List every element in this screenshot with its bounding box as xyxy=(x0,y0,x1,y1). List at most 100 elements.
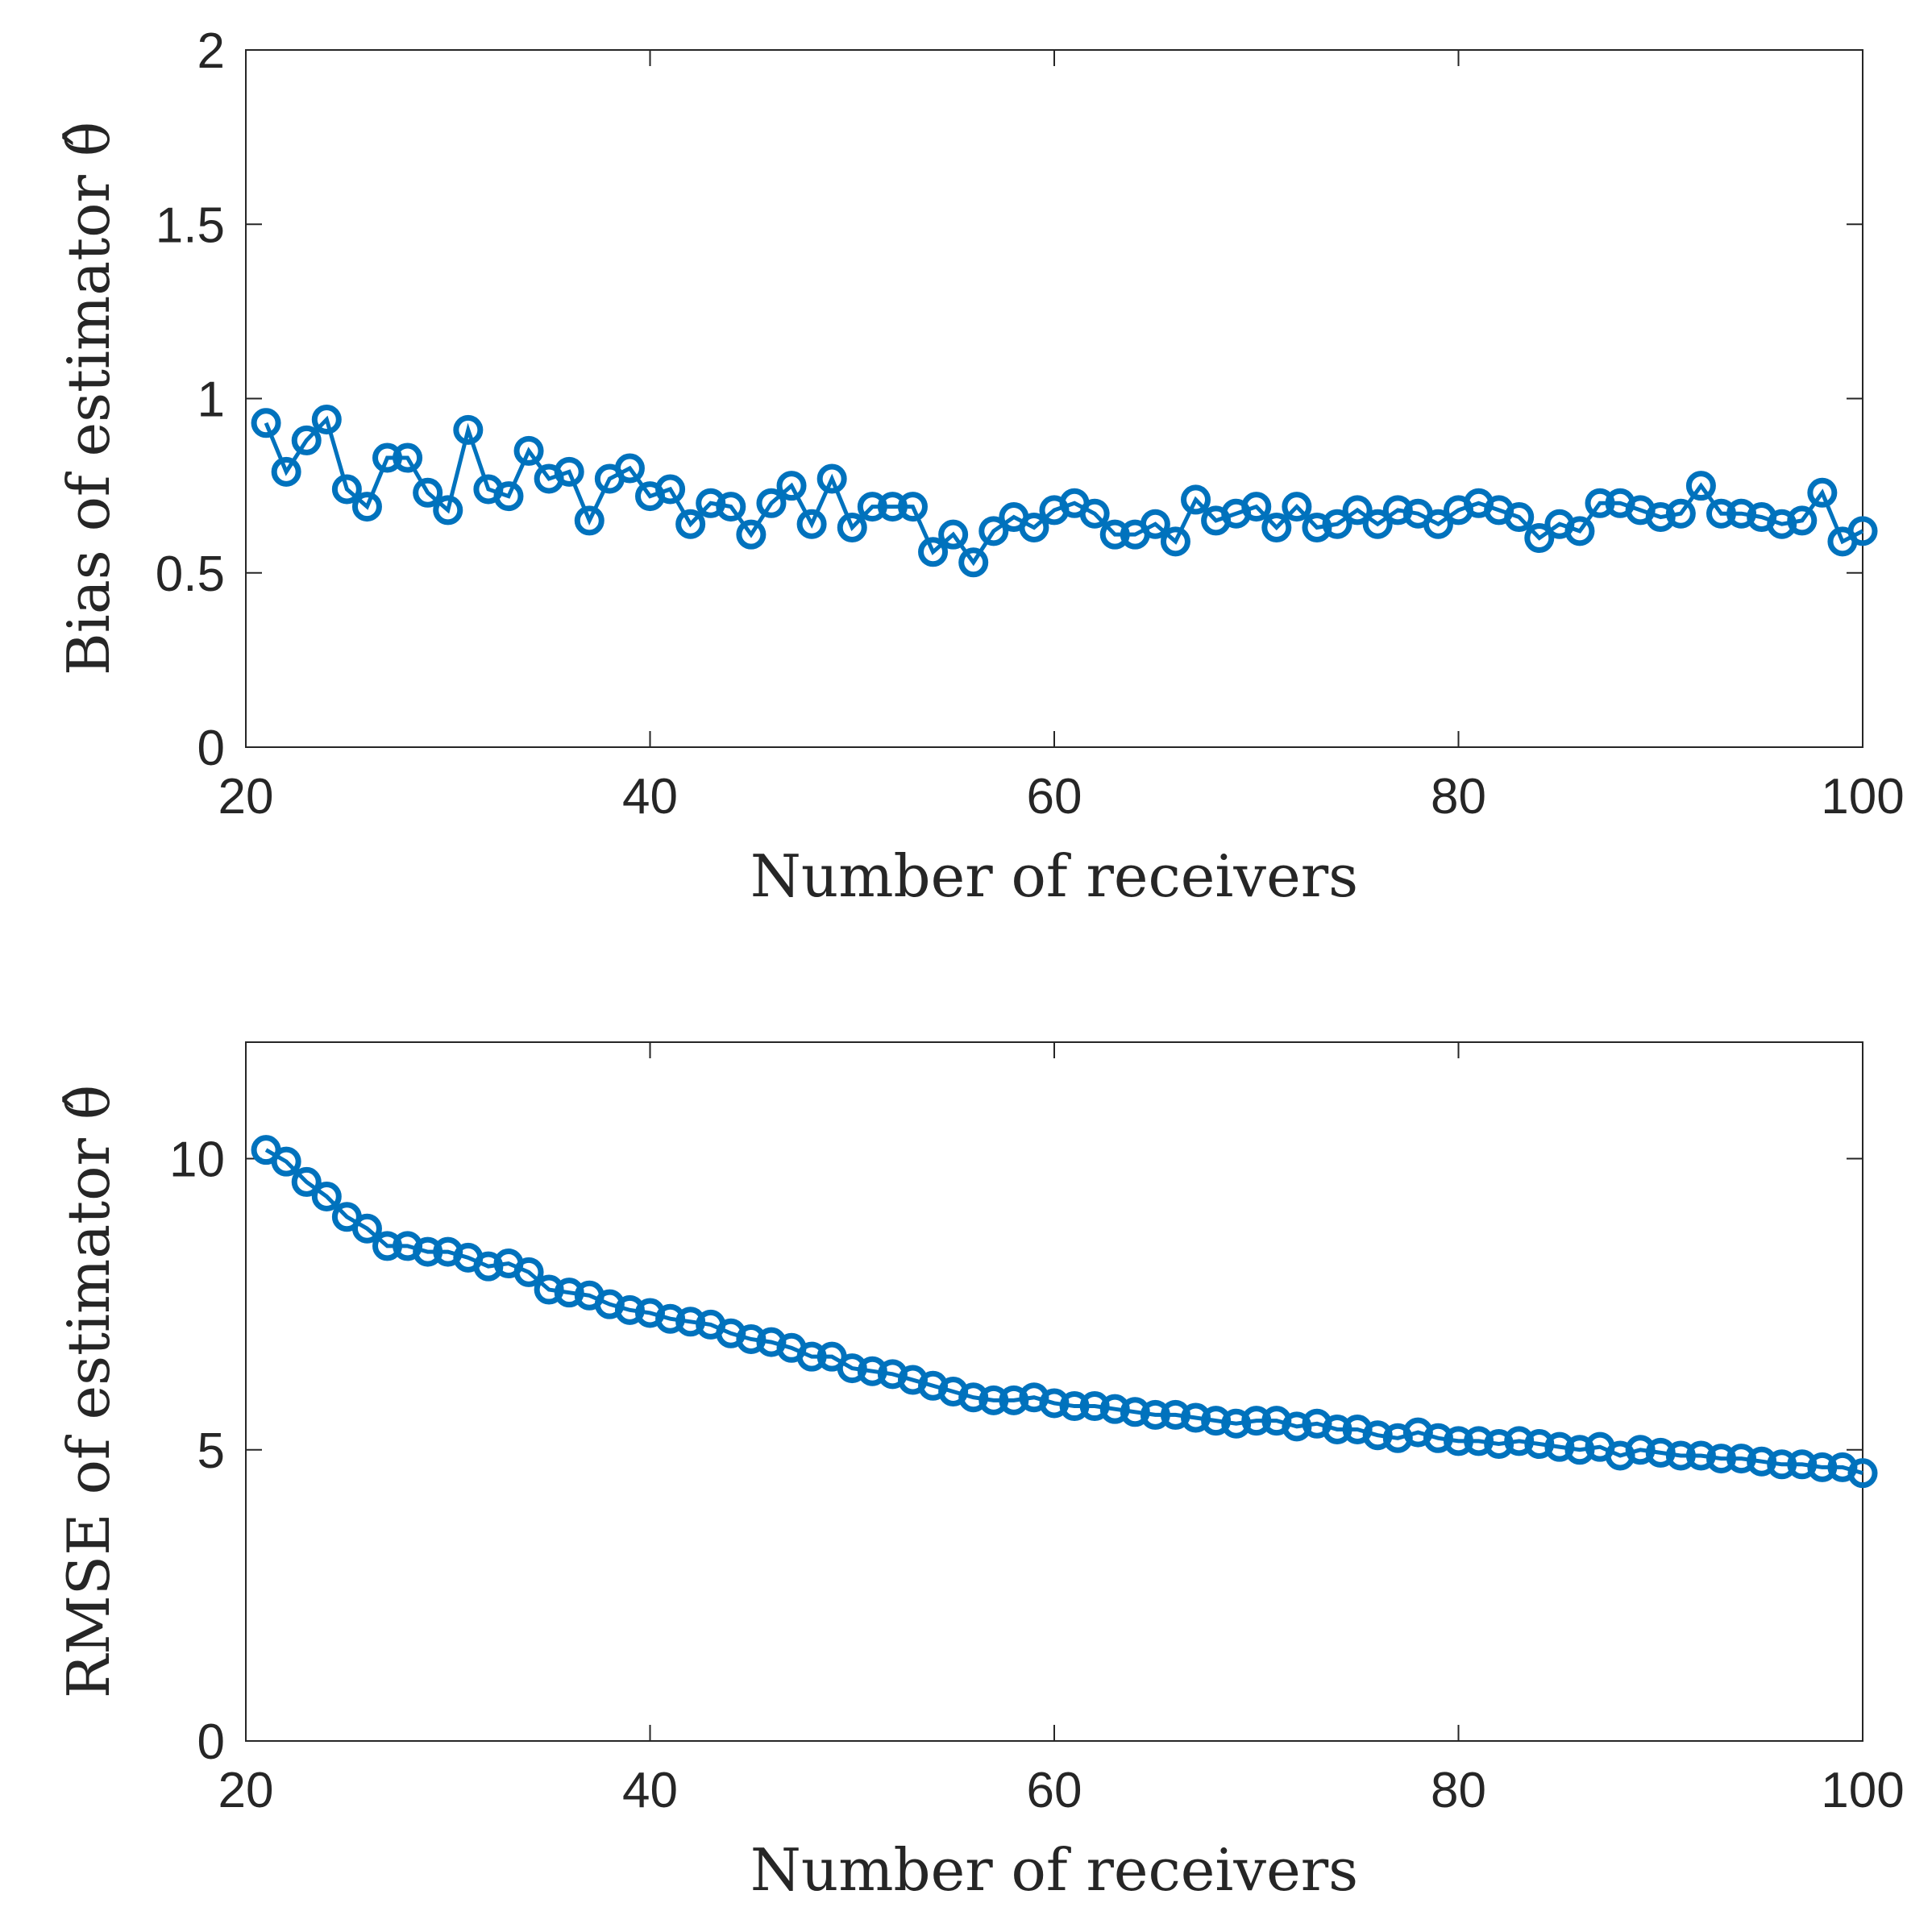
bottom-y-tick-label: 0 xyxy=(197,1714,225,1770)
top-data-point xyxy=(796,509,827,539)
top-data-point xyxy=(513,435,544,466)
top-data-point xyxy=(958,547,989,578)
bottom-data-point xyxy=(796,1341,827,1372)
top-y-tick-label: 1.5 xyxy=(156,197,225,253)
top-data-point xyxy=(1564,516,1595,546)
top-data-point xyxy=(1504,502,1535,533)
bottom-data-point xyxy=(1160,1399,1190,1430)
top-data-point xyxy=(816,463,847,494)
bottom-series-line xyxy=(264,1148,1863,1476)
bottom-data-point xyxy=(1787,1449,1818,1480)
top-data-point xyxy=(736,519,767,550)
top-data-point xyxy=(776,471,807,501)
top-data-point xyxy=(1382,495,1413,526)
top-data-point xyxy=(493,481,524,512)
top-data-point xyxy=(393,442,423,473)
top-data-point xyxy=(1847,516,1878,546)
bottom-data-point xyxy=(1201,1406,1232,1436)
top-y-tick-label: 0 xyxy=(197,721,225,776)
bottom-data-point xyxy=(978,1385,1009,1415)
top-data-point xyxy=(1726,498,1757,529)
bottom-data-point xyxy=(1079,1391,1110,1422)
top-y-tick-label: 2 xyxy=(197,23,225,79)
top-x-tick-label: 40 xyxy=(622,769,678,825)
bottom-data-point xyxy=(1322,1414,1352,1444)
top-data-point xyxy=(351,492,382,522)
top-data-point xyxy=(938,519,969,550)
top-data-point xyxy=(1322,509,1352,539)
top-data-point xyxy=(1302,513,1332,543)
bottom-x-tick-label: 40 xyxy=(622,1763,678,1818)
top-data-point xyxy=(675,509,706,539)
bottom-data-point xyxy=(1444,1426,1473,1456)
top-data-point xyxy=(1261,513,1292,543)
top-data-point xyxy=(1706,498,1736,529)
top-x-axis-label: Number of receivers xyxy=(750,842,1358,910)
bottom-data-point xyxy=(1059,1391,1090,1422)
bottom-y-axis-label: RMSE of estimator θ̂ xyxy=(55,1085,123,1698)
top-data-point xyxy=(614,453,645,484)
bottom-data-point xyxy=(1747,1446,1777,1477)
bottom-data-point xyxy=(1241,1406,1272,1436)
top-data-point xyxy=(1807,477,1838,508)
bottom-data-point xyxy=(1140,1399,1170,1430)
top-data-point xyxy=(918,537,949,567)
top-data-point xyxy=(1362,509,1393,539)
bottom-x-tick-label: 60 xyxy=(1027,1763,1082,1818)
bottom-data-point xyxy=(271,1146,301,1177)
top-x-tick-label: 100 xyxy=(1821,769,1904,825)
bottom-data-point xyxy=(1847,1458,1878,1489)
bottom-y-tick-label: 10 xyxy=(169,1132,225,1188)
bottom-data-point xyxy=(1544,1431,1575,1462)
bottom-data-point xyxy=(1726,1444,1757,1474)
bottom-data-point xyxy=(1181,1402,1211,1433)
top-data-point xyxy=(1423,509,1453,539)
bottom-x-tick-label: 80 xyxy=(1431,1763,1486,1818)
bottom-data-point xyxy=(473,1251,504,1282)
top-x-tick-label: 60 xyxy=(1027,769,1082,825)
top-data-point xyxy=(1342,495,1373,526)
bottom-data-point xyxy=(1099,1394,1130,1424)
bottom-data-point xyxy=(1767,1449,1797,1480)
top-data-point xyxy=(877,492,908,522)
top-data-point xyxy=(372,442,403,473)
top-data-point xyxy=(978,516,1009,546)
bottom-data-point xyxy=(413,1236,443,1267)
top-data-point xyxy=(716,492,746,522)
bottom-data-point xyxy=(311,1181,342,1211)
top-data-point xyxy=(291,425,322,455)
top-axes-box xyxy=(245,49,1863,748)
top-data-point xyxy=(1645,502,1676,533)
top-data-point xyxy=(574,505,605,536)
bottom-data-point xyxy=(614,1294,645,1325)
top-data-point xyxy=(1524,523,1555,553)
top-x-tick-label: 20 xyxy=(218,769,274,825)
bottom-data-point xyxy=(857,1356,887,1386)
bottom-data-point xyxy=(1524,1429,1555,1460)
top-data-point xyxy=(1665,498,1696,529)
top-data-point xyxy=(1160,526,1190,557)
bottom-data-point xyxy=(655,1303,686,1334)
top-data-point xyxy=(433,495,463,526)
top-data-point xyxy=(251,408,281,438)
bottom-data-point xyxy=(736,1323,767,1354)
bottom-data-point xyxy=(1484,1429,1514,1460)
top-data-point xyxy=(1079,498,1110,529)
bottom-data-point xyxy=(1685,1440,1716,1471)
top-data-point xyxy=(1181,484,1211,515)
bottom-data-point xyxy=(1221,1408,1252,1439)
bottom-data-point xyxy=(372,1231,403,1261)
top-data-point xyxy=(837,513,867,543)
bottom-data-point xyxy=(1807,1452,1838,1482)
top-data-point xyxy=(1685,471,1716,501)
top-data-point xyxy=(1140,509,1170,539)
top-data-point xyxy=(1241,492,1272,522)
top-data-point xyxy=(1585,488,1615,518)
bottom-data-point xyxy=(1645,1437,1676,1468)
bottom-data-point xyxy=(291,1166,322,1197)
top-data-point xyxy=(331,474,362,505)
top-data-point xyxy=(1019,513,1049,543)
bottom-data-point xyxy=(1665,1440,1696,1471)
